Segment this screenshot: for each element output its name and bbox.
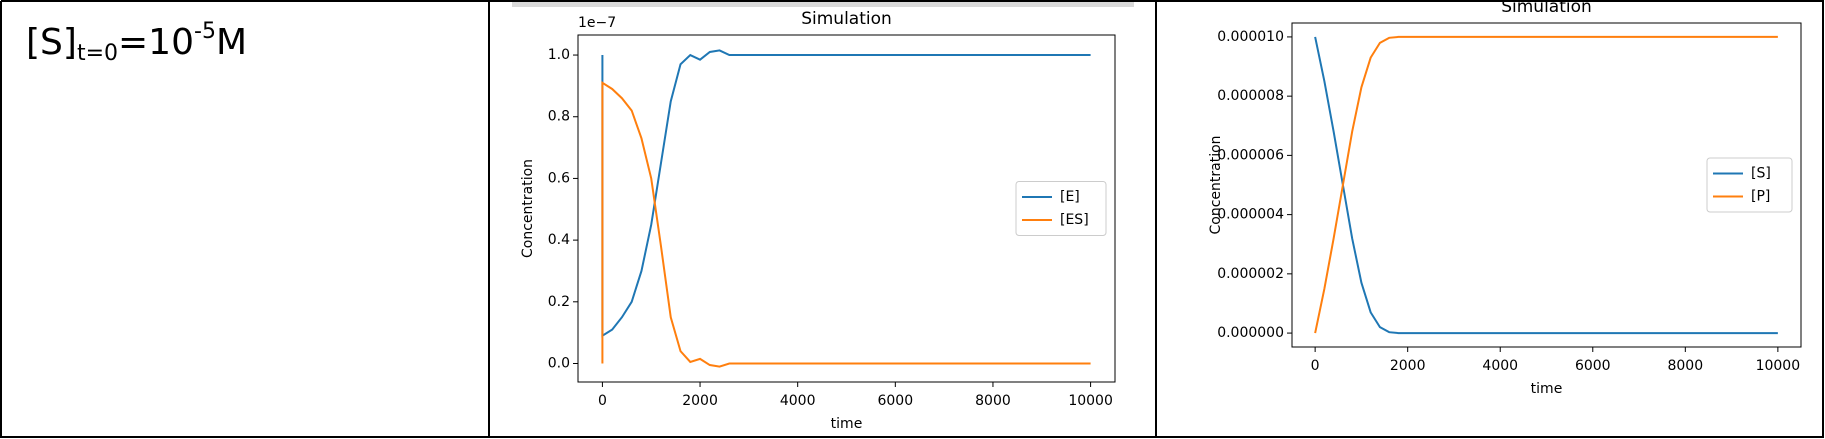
x-tick-label: 8000 bbox=[1667, 358, 1703, 374]
chart-title: Simulation bbox=[801, 9, 892, 29]
x-tick-label: 4000 bbox=[1482, 358, 1518, 374]
x-tick-label: 6000 bbox=[877, 393, 913, 409]
chart-title: Simulation bbox=[1501, 0, 1592, 17]
y-axis-label: Concentration bbox=[1208, 135, 1224, 234]
x-tick-label: 2000 bbox=[682, 393, 718, 409]
series-line bbox=[1314, 35, 1778, 334]
series-line bbox=[601, 80, 1091, 368]
legend-label: [P] bbox=[1751, 189, 1770, 205]
x-tick-label: 6000 bbox=[1575, 358, 1611, 374]
y-tick-label: 0.000010 bbox=[1217, 29, 1284, 45]
label-part: [S] bbox=[26, 22, 77, 63]
label-superscript: -5 bbox=[194, 19, 216, 44]
toolbar-shadow bbox=[512, 0, 1134, 7]
label-subscript: t=0 bbox=[77, 41, 118, 66]
y-tick-label: 0.2 bbox=[548, 294, 570, 310]
legend-label: [ES] bbox=[1060, 212, 1089, 228]
y-tick-label: 0.000008 bbox=[1217, 88, 1284, 104]
y-tick-label: 0.4 bbox=[548, 232, 570, 248]
x-tick-label: 2000 bbox=[1390, 358, 1426, 374]
x-tick-label: 10000 bbox=[1068, 393, 1113, 409]
axes-frame bbox=[577, 34, 1116, 383]
y-tick-label: 0.000004 bbox=[1217, 207, 1284, 223]
y-tick-label: 0.000000 bbox=[1217, 325, 1284, 341]
legend-box bbox=[1706, 157, 1793, 213]
y-tick-label: 0.0 bbox=[548, 355, 570, 371]
y-axis-label: Concentration bbox=[520, 159, 536, 258]
x-tick-label: 4000 bbox=[780, 393, 816, 409]
axes-frame bbox=[1291, 22, 1802, 348]
y-tick-label: 0.000006 bbox=[1217, 147, 1284, 163]
x-axis-label: time bbox=[831, 416, 863, 432]
legend-box bbox=[1015, 181, 1107, 236]
y-tick-label: 0.000002 bbox=[1217, 266, 1284, 282]
x-tick-label: 10000 bbox=[1756, 358, 1801, 374]
series-line bbox=[601, 49, 1091, 338]
label-part: =10 bbox=[118, 22, 194, 63]
x-tick-label: 8000 bbox=[975, 393, 1011, 409]
concentration-label: [S]t=0=10-5M bbox=[26, 19, 247, 66]
offset-text: 1e−7 bbox=[578, 15, 616, 31]
y-tick-label: 0.6 bbox=[548, 170, 570, 186]
legend-label: [S] bbox=[1751, 166, 1771, 182]
legend-label: [E] bbox=[1060, 189, 1080, 205]
x-tick-label: 0 bbox=[598, 393, 607, 409]
y-tick-label: 0.8 bbox=[548, 109, 570, 125]
x-axis-label: time bbox=[1531, 381, 1563, 397]
label-part: M bbox=[216, 22, 247, 63]
y-tick-label: 1.0 bbox=[548, 47, 570, 63]
x-tick-label: 0 bbox=[1311, 358, 1320, 374]
